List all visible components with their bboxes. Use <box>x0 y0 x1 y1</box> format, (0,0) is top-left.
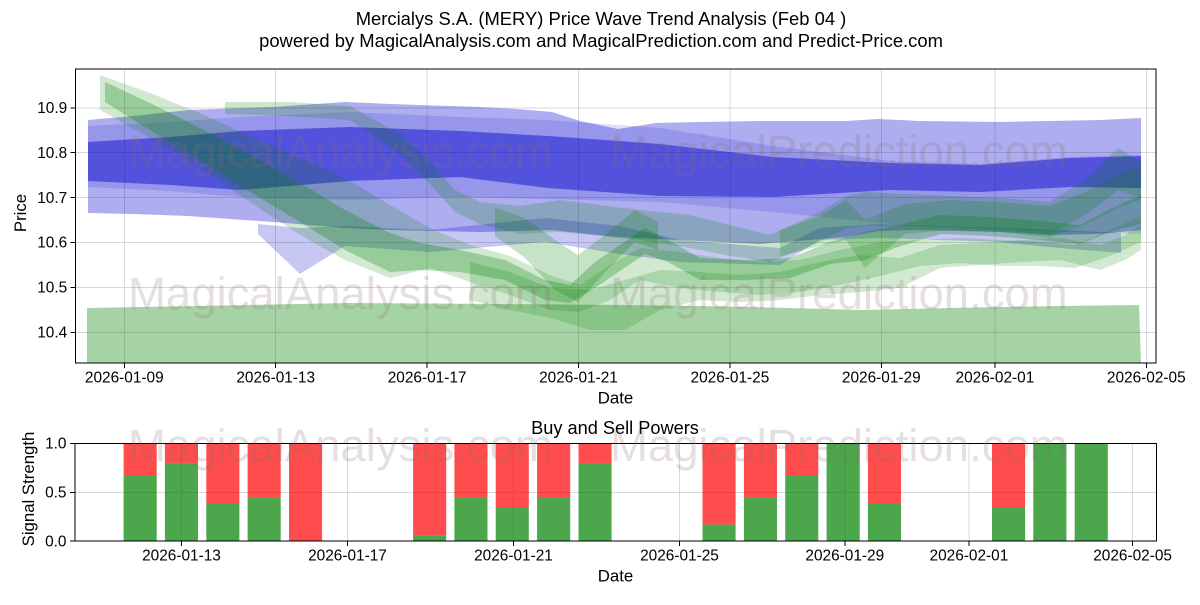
svg-text:2026-01-29: 2026-01-29 <box>842 370 921 387</box>
svg-text:2026-01-17: 2026-01-17 <box>308 548 387 565</box>
svg-text:2026-01-13: 2026-01-13 <box>236 370 315 387</box>
svg-text:Buy and Sell Powers: Buy and Sell Powers <box>531 418 699 438</box>
svg-text:10.9: 10.9 <box>37 100 67 117</box>
svg-text:MagicalPrediction.com: MagicalPrediction.com <box>610 126 1068 177</box>
svg-text:0.0: 0.0 <box>45 533 66 550</box>
svg-text:2026-01-21: 2026-01-21 <box>539 370 618 387</box>
svg-text:2026-01-17: 2026-01-17 <box>388 370 467 387</box>
svg-text:Signal Strength: Signal Strength <box>19 432 38 547</box>
svg-text:MagicalPrediction.com: MagicalPrediction.com <box>610 268 1068 319</box>
svg-text:MagicalAnalysis.com: MagicalAnalysis.com <box>128 420 553 471</box>
svg-text:2026-01-25: 2026-01-25 <box>691 370 770 387</box>
svg-text:1.0: 1.0 <box>45 436 66 453</box>
svg-text:powered by MagicalAnalysis.com: powered by MagicalAnalysis.com and Magic… <box>259 30 943 51</box>
svg-text:10.8: 10.8 <box>37 145 67 162</box>
svg-text:2026-01-25: 2026-01-25 <box>640 548 719 565</box>
svg-text:2026-01-09: 2026-01-09 <box>85 370 164 387</box>
svg-text:10.4: 10.4 <box>37 325 67 342</box>
svg-text:2026-02-01: 2026-02-01 <box>956 370 1035 387</box>
svg-text:10.6: 10.6 <box>37 235 67 252</box>
svg-text:10.5: 10.5 <box>37 280 67 297</box>
svg-text:MagicalAnalysis.com: MagicalAnalysis.com <box>128 268 553 319</box>
svg-text:MagicalPrediction.com: MagicalPrediction.com <box>610 420 1068 471</box>
svg-text:2026-01-21: 2026-01-21 <box>474 548 553 565</box>
svg-text:2026-02-05: 2026-02-05 <box>1093 548 1172 565</box>
svg-text:10.7: 10.7 <box>37 190 67 207</box>
svg-text:2026-02-01: 2026-02-01 <box>930 548 1009 565</box>
svg-text:0.5: 0.5 <box>45 485 66 502</box>
svg-text:2026-02-05: 2026-02-05 <box>1107 370 1186 387</box>
svg-text:Price: Price <box>11 194 30 232</box>
svg-text:Date: Date <box>598 389 633 408</box>
svg-text:2026-01-13: 2026-01-13 <box>142 548 221 565</box>
svg-text:Mercialys S.A. (MERY) Price Wa: Mercialys S.A. (MERY) Price Wave Trend A… <box>356 8 847 29</box>
svg-text:Date: Date <box>598 567 633 586</box>
svg-text:MagicalAnalysis.com: MagicalAnalysis.com <box>128 126 553 177</box>
svg-text:2026-01-29: 2026-01-29 <box>805 548 884 565</box>
